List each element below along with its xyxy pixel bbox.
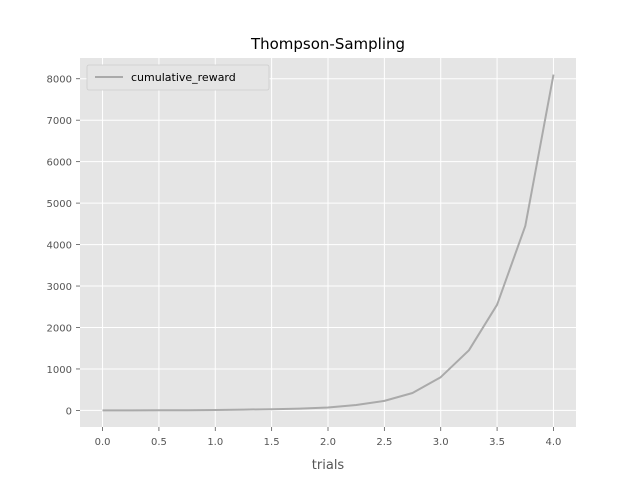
y-tick-label: 1000 bbox=[47, 365, 72, 376]
y-tick-label: 5000 bbox=[47, 199, 72, 210]
y-tick-label: 4000 bbox=[47, 241, 72, 252]
x-tick-label: 1.5 bbox=[264, 437, 280, 448]
y-tick-label: 2000 bbox=[47, 323, 72, 334]
legend-box bbox=[86, 64, 270, 91]
y-tick-label: 7000 bbox=[47, 116, 72, 127]
legend: cumulative_reward bbox=[86, 64, 270, 91]
x-tick-label: 3.0 bbox=[433, 437, 449, 448]
x-tick-label: 3.5 bbox=[489, 437, 505, 448]
x-tick-label: 4.0 bbox=[546, 437, 562, 448]
ticks: 0.0 0.5 1.0 1.5 2.0 2.5 3.0 3.5 4.0 0 1000 2000 3000… bbox=[47, 75, 562, 448]
grid bbox=[80, 58, 576, 427]
y-tick-label: 8000 bbox=[47, 75, 72, 86]
legend-label: cumulative_reward bbox=[131, 71, 236, 84]
x-tick-label: 0.0 bbox=[95, 437, 111, 448]
y-tick-label: 0 bbox=[66, 406, 72, 417]
x-tick-label: 2.5 bbox=[376, 437, 392, 448]
y-tick-label: 3000 bbox=[47, 282, 72, 293]
x-tick-label: 0.5 bbox=[151, 437, 167, 448]
series-line-cumulative-reward bbox=[102, 74, 555, 412]
chart-title: Thompson-Sampling bbox=[250, 35, 405, 53]
x-axis-label: trials bbox=[312, 458, 345, 473]
x-tick-label: 2.0 bbox=[320, 437, 336, 448]
x-tick-label: 1.0 bbox=[207, 437, 223, 448]
series-group bbox=[102, 74, 555, 412]
y-tick-label: 6000 bbox=[47, 158, 72, 169]
